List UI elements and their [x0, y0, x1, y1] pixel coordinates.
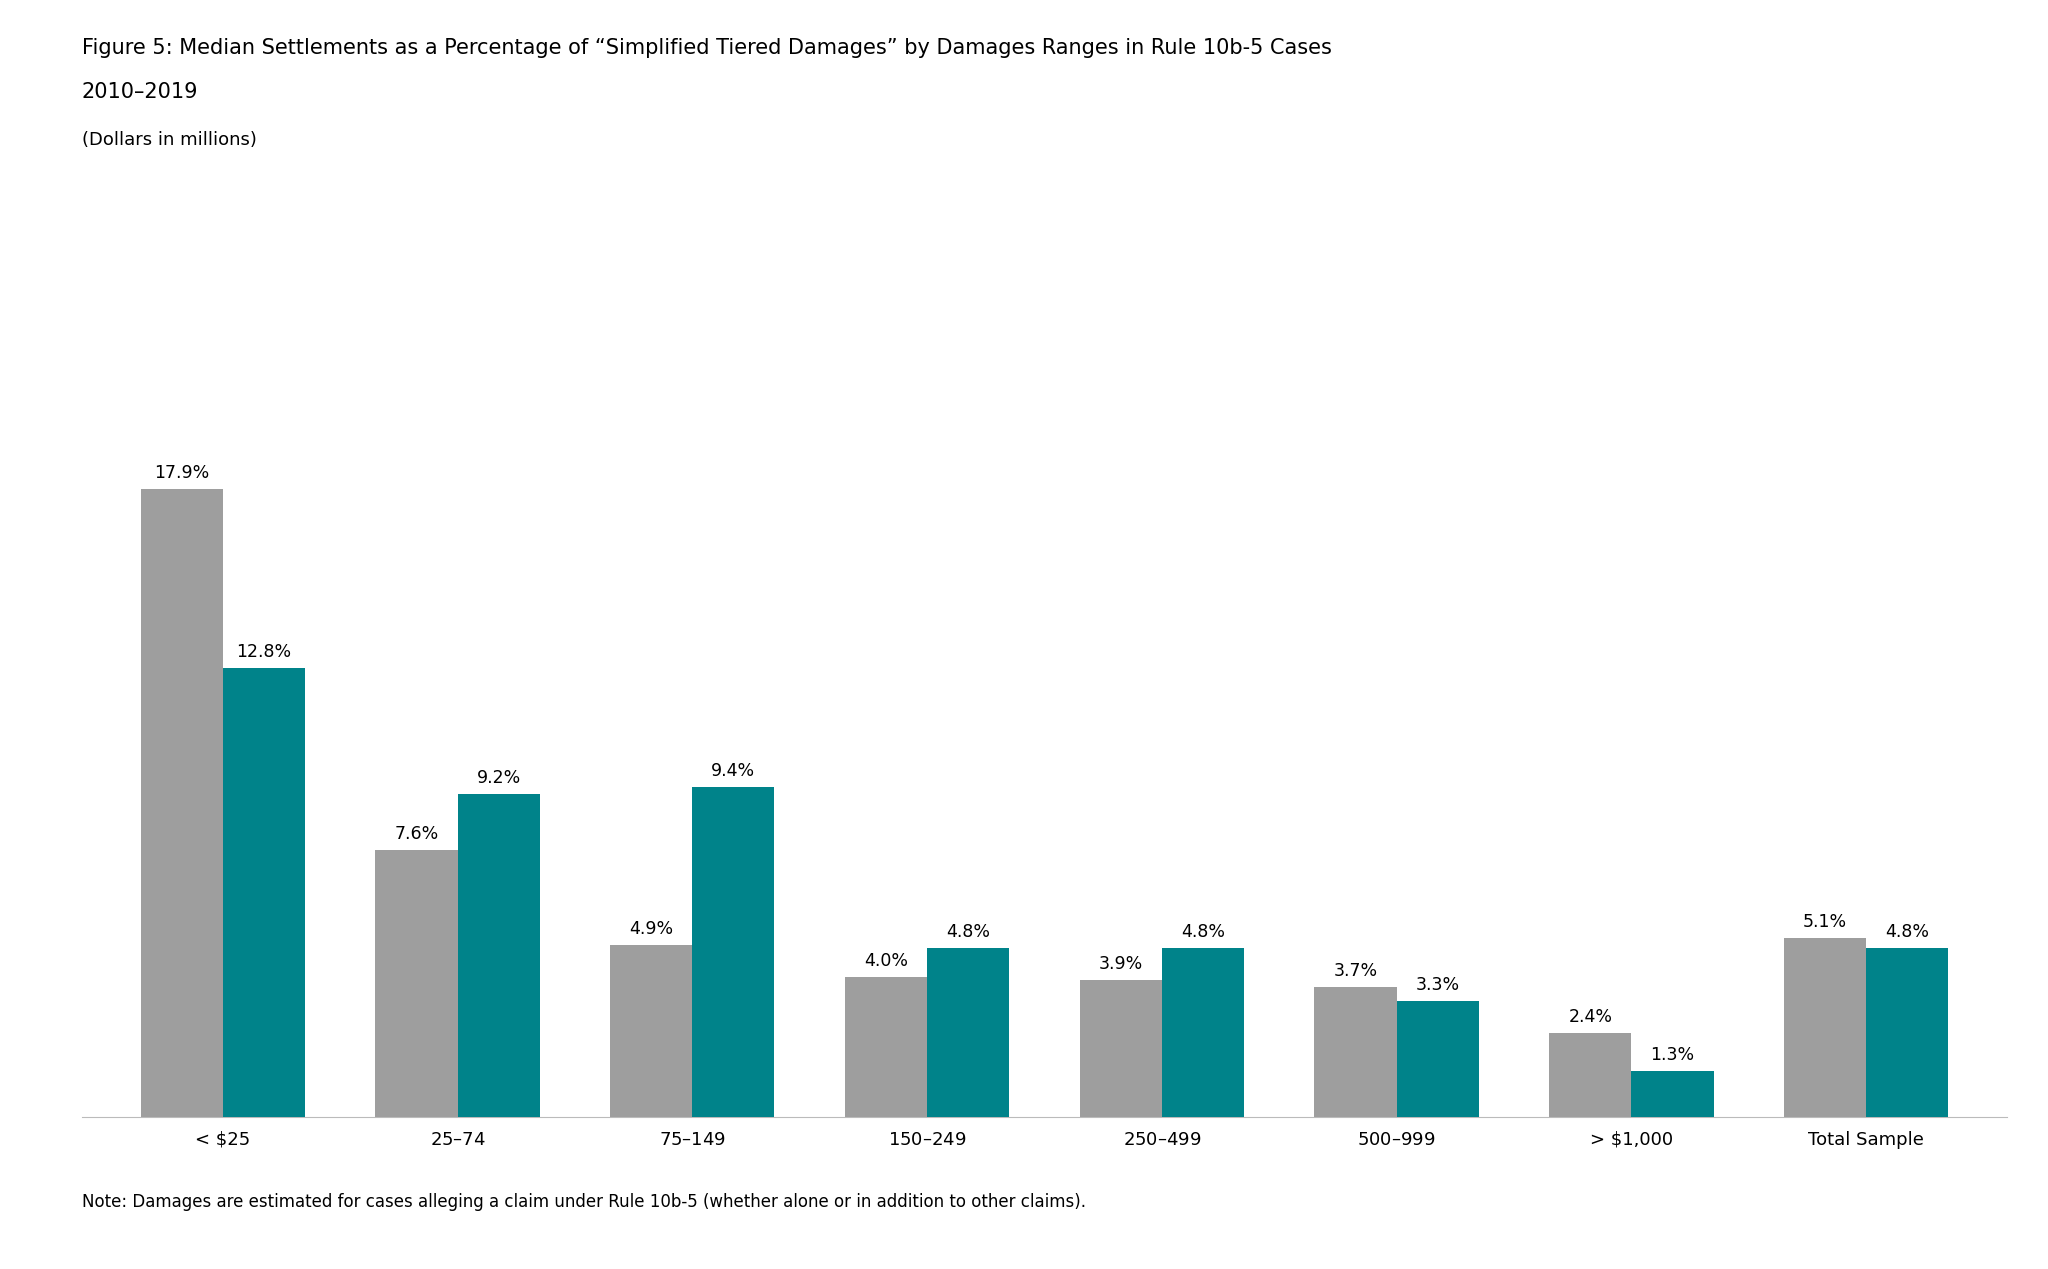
- Text: 7.6%: 7.6%: [395, 825, 438, 844]
- Bar: [1784, 938, 1866, 1117]
- Bar: [457, 794, 541, 1117]
- Bar: [846, 977, 928, 1117]
- Text: 17.9%: 17.9%: [154, 464, 209, 482]
- Text: 4.0%: 4.0%: [864, 952, 907, 970]
- Bar: [610, 945, 692, 1117]
- Bar: [1079, 980, 1161, 1117]
- Bar: [1161, 948, 1243, 1117]
- Bar: [1548, 1033, 1632, 1117]
- Text: 2.4%: 2.4%: [1569, 1008, 1612, 1025]
- Text: 2010–2019: 2010–2019: [82, 82, 199, 103]
- Bar: [1632, 1071, 1714, 1117]
- Bar: [1866, 948, 1948, 1117]
- Bar: [928, 948, 1010, 1117]
- Text: 9.4%: 9.4%: [711, 763, 756, 780]
- Text: 5.1%: 5.1%: [1802, 912, 1847, 931]
- Text: 4.8%: 4.8%: [1886, 924, 1929, 942]
- Text: 12.8%: 12.8%: [236, 643, 291, 661]
- Text: 3.3%: 3.3%: [1415, 976, 1460, 994]
- Text: 3.7%: 3.7%: [1333, 962, 1378, 980]
- Text: Figure 5: Median Settlements as a Percentage of “Simplified Tiered Damages” by D: Figure 5: Median Settlements as a Percen…: [82, 38, 1331, 58]
- Bar: [1315, 987, 1397, 1117]
- Text: 4.8%: 4.8%: [946, 924, 989, 942]
- Text: 3.9%: 3.9%: [1098, 956, 1143, 973]
- Bar: [223, 667, 305, 1117]
- Text: 9.2%: 9.2%: [477, 769, 520, 787]
- Text: Note: Damages are estimated for cases alleging a claim under Rule 10b-5 (whether: Note: Damages are estimated for cases al…: [82, 1193, 1085, 1211]
- Text: 4.8%: 4.8%: [1182, 924, 1225, 942]
- Text: 1.3%: 1.3%: [1651, 1046, 1694, 1065]
- Bar: [141, 490, 223, 1117]
- Bar: [692, 787, 774, 1117]
- Bar: [375, 850, 457, 1117]
- Bar: [1397, 1001, 1479, 1117]
- Text: 4.9%: 4.9%: [629, 920, 674, 938]
- Text: (Dollars in millions): (Dollars in millions): [82, 131, 256, 148]
